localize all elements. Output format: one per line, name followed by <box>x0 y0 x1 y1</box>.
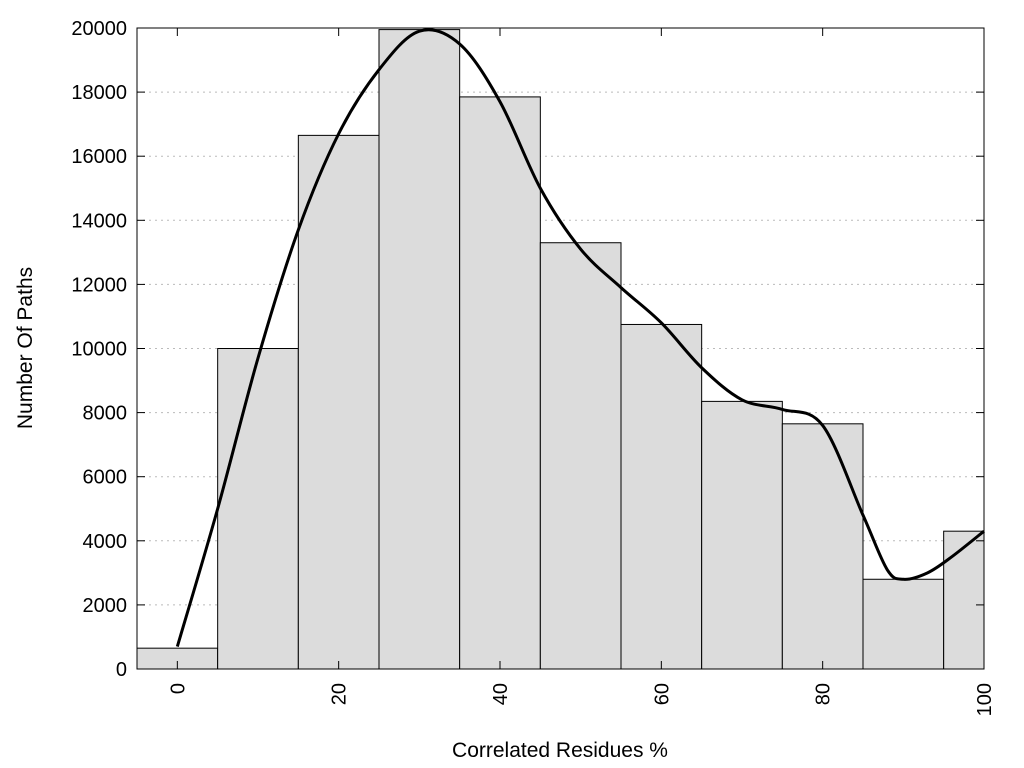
y-tick-label: 18000 <box>71 82 127 104</box>
density-curve <box>175 28 985 647</box>
x-tick-label: 80 <box>813 683 835 705</box>
histogram-bar-1 <box>217 348 299 670</box>
y-axis-title: Number Of Paths <box>14 267 37 429</box>
x-tick-label: 60 <box>651 683 673 705</box>
histogram-bar-5 <box>539 242 622 670</box>
y-tick-label: 16000 <box>71 146 127 168</box>
histogram-bar-3 <box>378 29 461 670</box>
x-axis: 0 20 40 60 80 100 <box>167 28 996 716</box>
y-tick-label: 6000 <box>83 467 128 489</box>
histogram-bar-6 <box>620 323 703 670</box>
x-tick-label: 100 <box>974 683 996 716</box>
histogram-bar-2 <box>297 134 380 670</box>
y-tick-label: 0 <box>116 659 127 681</box>
histogram-bar-8 <box>781 423 864 670</box>
y-tick-label: 4000 <box>83 531 128 553</box>
y-tick-label: 20000 <box>71 18 127 40</box>
x-tick-label: 40 <box>490 683 512 705</box>
x-axis-title: Correlated Residues % <box>452 739 668 762</box>
x-tick-label: 0 <box>167 683 189 694</box>
histogram-bar-10 <box>943 530 985 670</box>
x-tick-label: 20 <box>329 683 351 705</box>
y-tick-label: 8000 <box>83 403 128 425</box>
histogram-bars <box>136 29 985 670</box>
histogram-bar-7 <box>701 400 783 670</box>
histogram-bar-4 <box>459 96 541 670</box>
histogram-bar-9 <box>862 578 945 670</box>
y-tick-label: 14000 <box>71 210 127 232</box>
y-tick-label: 12000 <box>71 274 127 296</box>
y-tick-label: 2000 <box>83 595 128 617</box>
y-tick-label: 10000 <box>71 339 127 361</box>
y-axis: 0 2000 4000 6000 8000 10000 12000 14000 16000 180… <box>71 18 984 681</box>
